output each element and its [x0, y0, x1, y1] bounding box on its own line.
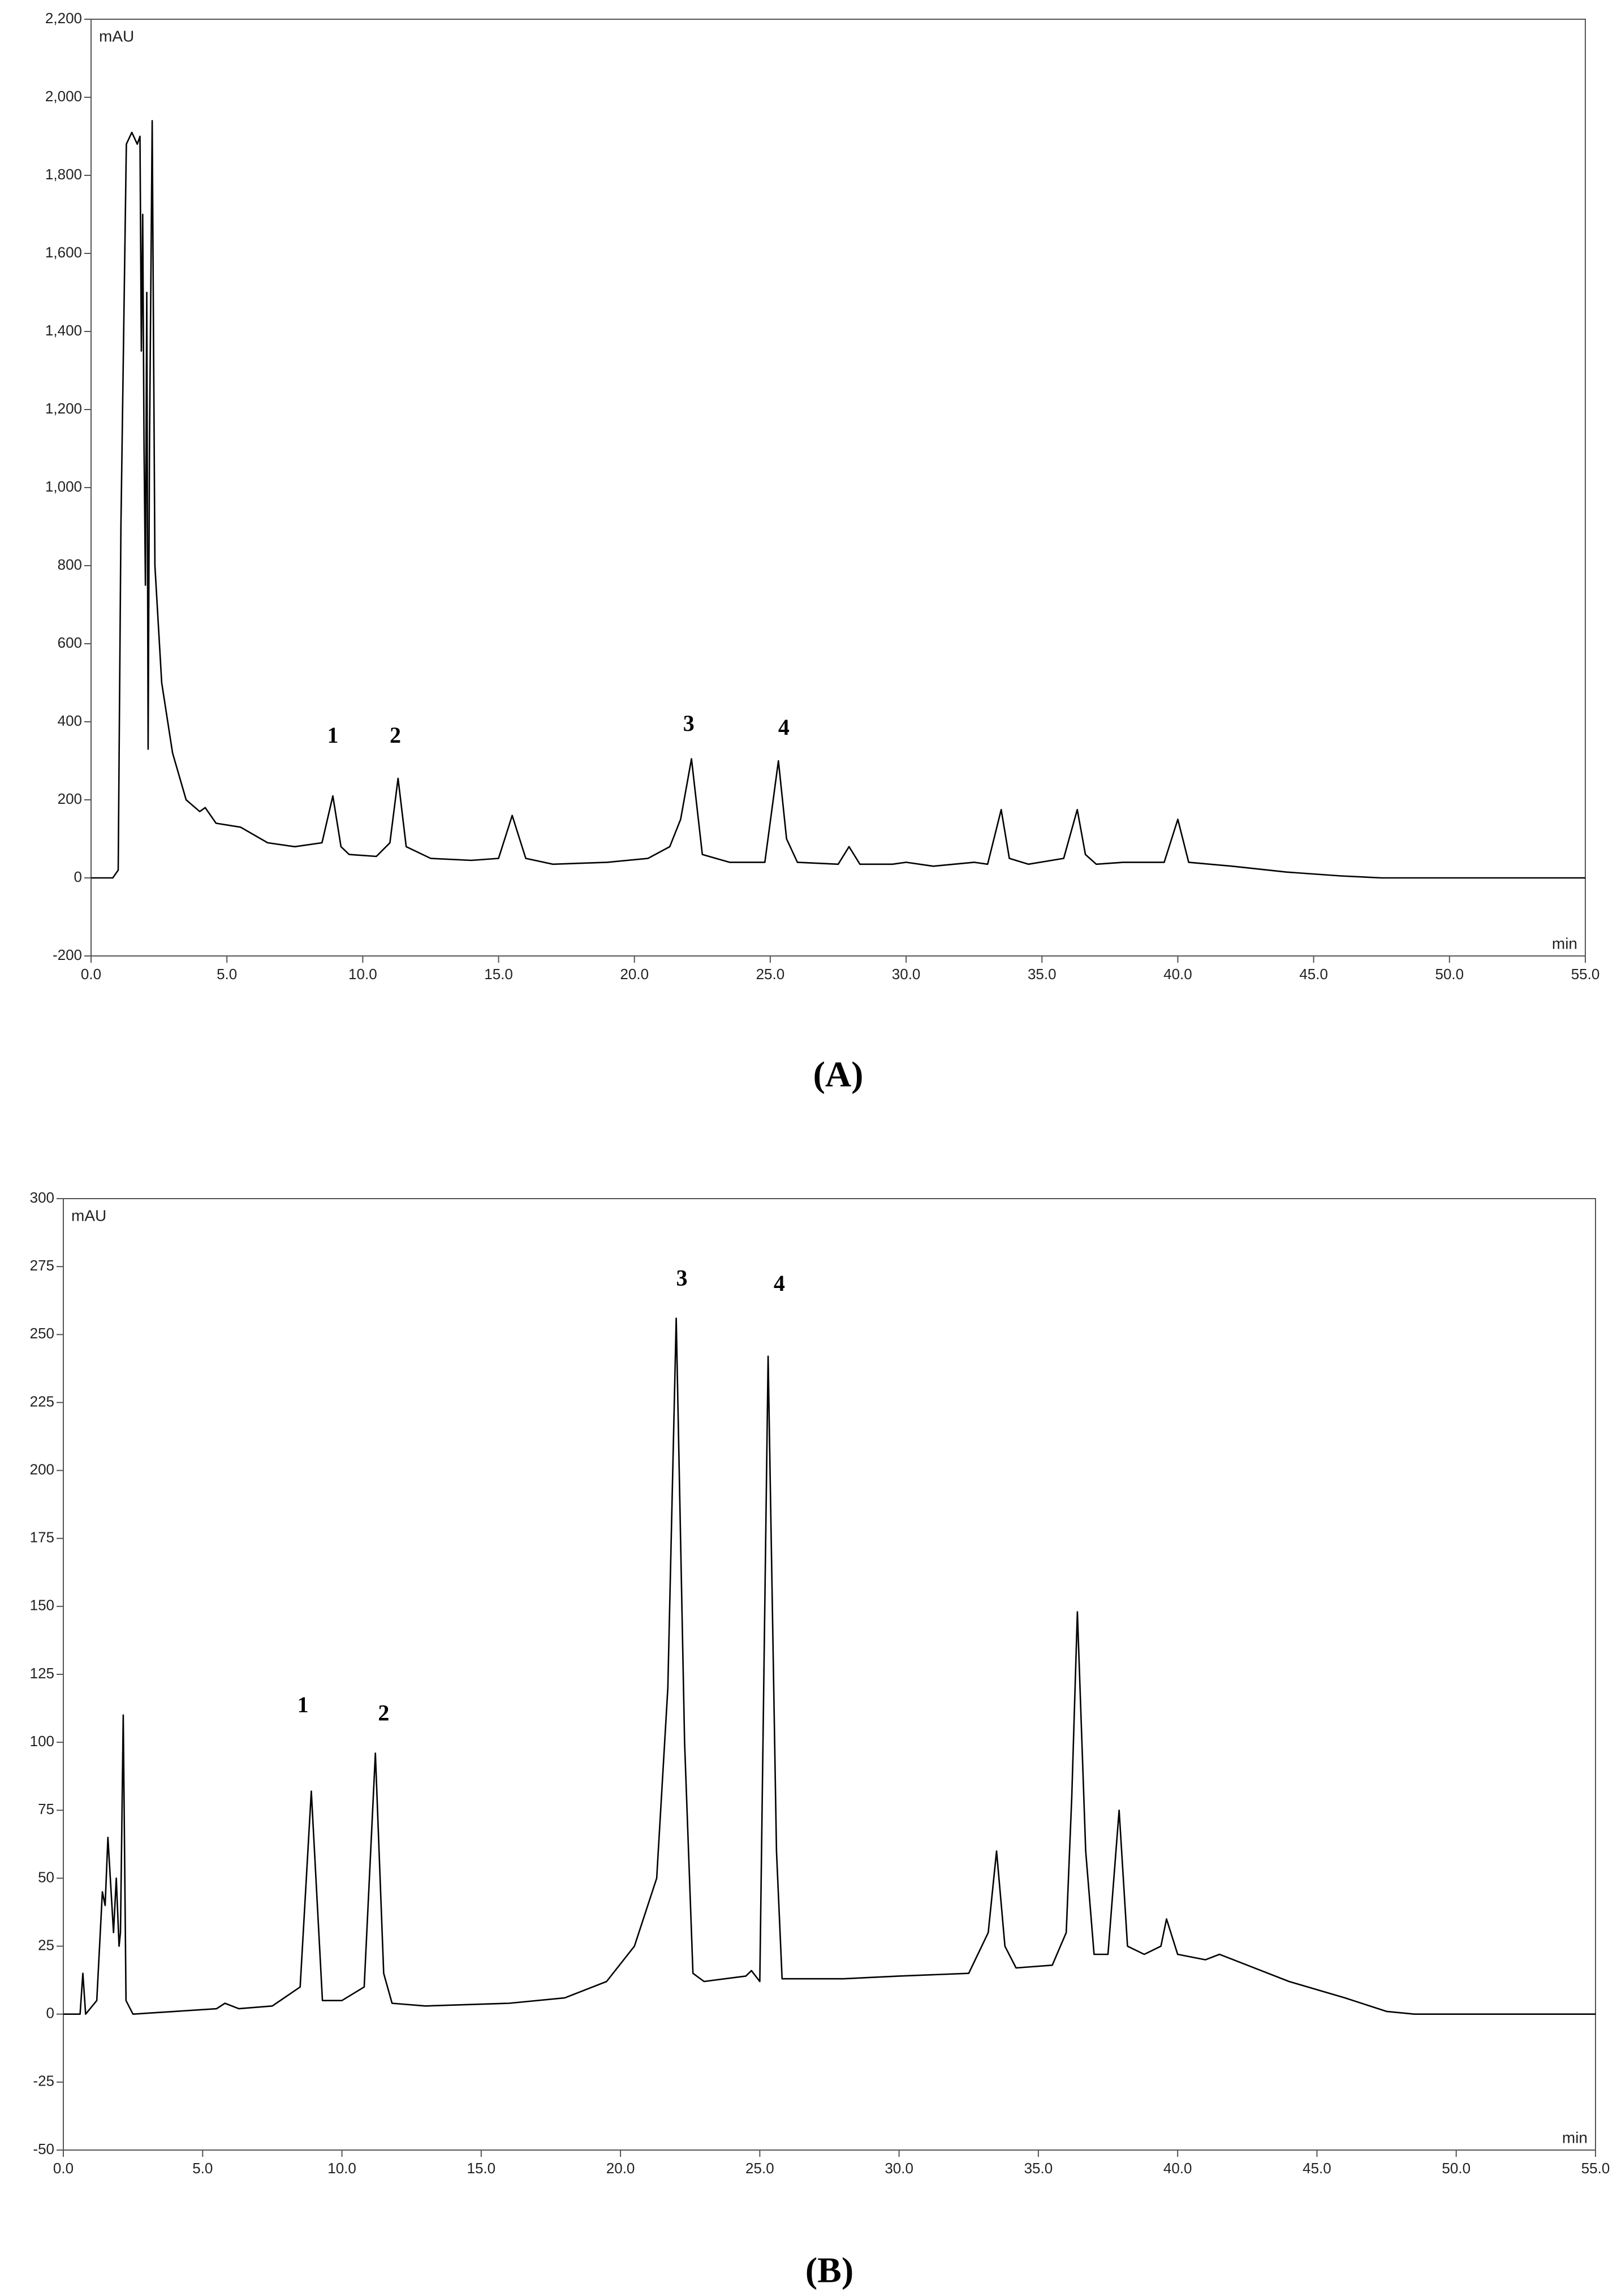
x-tick-label: 35.0 — [1024, 2160, 1053, 2177]
x-tick-label: 50.0 — [1435, 966, 1464, 983]
y-tick-label: 1,800 — [45, 166, 82, 183]
x-tick-label: 55.0 — [1581, 2160, 1610, 2177]
y-tick-label: 75 — [38, 1800, 54, 1817]
x-tick-label: 15.0 — [484, 966, 513, 983]
y-tick-label: 200 — [30, 1461, 54, 1477]
peak-label: 4 — [774, 1270, 785, 1296]
y-tick-label: 2,000 — [45, 88, 82, 105]
y-tick-label: 200 — [58, 790, 82, 807]
x-axis-label: min — [1562, 2129, 1588, 2146]
y-tick-label: 600 — [58, 634, 82, 651]
peak-label: 4 — [778, 714, 790, 740]
y-tick-label: 125 — [30, 1665, 54, 1682]
x-tick-label: 5.0 — [192, 2160, 213, 2177]
y-tick-label: 300 — [30, 1189, 54, 1206]
x-tick-label: 5.0 — [217, 966, 237, 983]
x-tick-label: 40.0 — [1163, 2160, 1192, 2177]
x-tick-label: 50.0 — [1442, 2160, 1471, 2177]
y-tick-label: 0 — [46, 2005, 54, 2022]
y-tick-label: 1,600 — [45, 244, 82, 261]
x-tick-label: 30.0 — [885, 2160, 913, 2177]
y-tick-label: 1,000 — [45, 478, 82, 495]
y-tick-label: -25 — [33, 2073, 54, 2090]
peak-label: 3 — [683, 710, 695, 736]
x-tick-label: 0.0 — [81, 966, 101, 983]
y-axis-label: mAU — [99, 27, 134, 45]
y-tick-label: 175 — [30, 1529, 54, 1546]
x-tick-label: 45.0 — [1303, 2160, 1331, 2177]
y-tick-label: 150 — [30, 1597, 54, 1614]
y-tick-label: 1,400 — [45, 322, 82, 339]
y-tick-label: 2,200 — [45, 10, 82, 27]
y-tick-label: 225 — [30, 1393, 54, 1410]
x-tick-label: 15.0 — [467, 2160, 496, 2177]
y-tick-label: -200 — [53, 946, 82, 963]
x-tick-label: 30.0 — [892, 966, 921, 983]
chromatogram-line — [63, 1317, 1596, 2015]
x-tick-label: 10.0 — [348, 966, 377, 983]
peak-label: 2 — [378, 1700, 389, 1725]
y-tick-label: 800 — [58, 556, 82, 573]
x-tick-label: 25.0 — [745, 2160, 774, 2177]
y-tick-label: 0 — [74, 868, 82, 885]
plot-frame — [63, 1198, 1596, 2151]
panel-label: (A) — [813, 1054, 864, 1095]
chromatogram-line — [91, 120, 1585, 879]
y-tick-label: 50 — [38, 1868, 54, 1885]
y-axis-label: mAU — [71, 1207, 106, 1224]
x-tick-label: 20.0 — [606, 2160, 635, 2177]
x-tick-label: 35.0 — [1028, 966, 1057, 983]
peak-label: 2 — [390, 722, 401, 748]
y-tick-label: -50 — [33, 2140, 54, 2157]
x-tick-label: 20.0 — [620, 966, 649, 983]
x-tick-label: 10.0 — [327, 2160, 356, 2177]
panel-label: (B) — [805, 2250, 853, 2290]
peak-label: 3 — [676, 1265, 687, 1290]
x-axis-label: min — [1552, 934, 1577, 952]
y-tick-label: 275 — [30, 1257, 54, 1274]
plot-frame — [90, 19, 1586, 957]
x-tick-label: 40.0 — [1163, 966, 1192, 983]
y-tick-label: 400 — [58, 712, 82, 729]
x-tick-label: 25.0 — [756, 966, 785, 983]
y-tick-label: 25 — [38, 1936, 54, 1953]
y-tick-label: 250 — [30, 1325, 54, 1342]
peak-label: 1 — [327, 722, 339, 748]
x-tick-label: 0.0 — [53, 2160, 74, 2177]
y-tick-label: 100 — [30, 1733, 54, 1750]
x-tick-label: 55.0 — [1571, 966, 1600, 983]
peak-label: 1 — [297, 1692, 309, 1717]
y-tick-label: 1,200 — [45, 400, 82, 417]
x-tick-label: 45.0 — [1299, 966, 1328, 983]
